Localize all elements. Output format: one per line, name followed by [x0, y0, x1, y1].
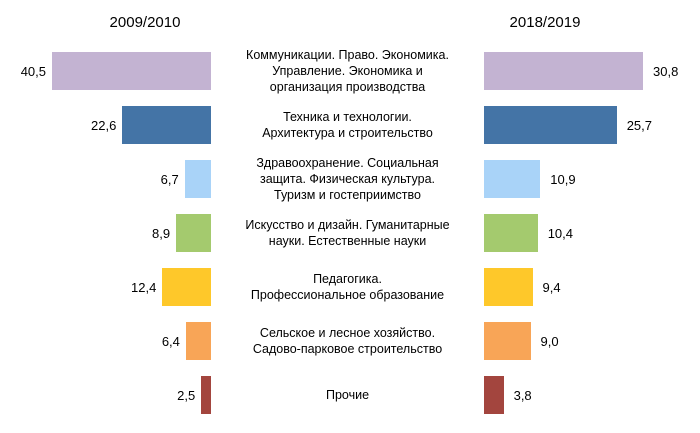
chart-row: 8,9 Искусство и дизайн. Гуманитарные нау…: [0, 206, 700, 260]
bar-left: [52, 52, 211, 90]
value-label-right: 9,0: [540, 333, 559, 349]
bar-left: [122, 106, 211, 144]
left-bar-zone: 6,7: [0, 160, 211, 198]
left-bar-zone: 22,6: [0, 106, 211, 144]
value-label-right: 30,8: [653, 63, 679, 79]
right-bar-zone: 9,4: [484, 268, 700, 306]
value-label-left: 8,9: [152, 225, 171, 241]
category-label: Искусство и дизайн. Гуманитарные науки. …: [245, 217, 450, 248]
right-bar-zone: 10,4: [484, 214, 700, 252]
value-label-left: 6,7: [160, 171, 179, 187]
bar-right: [484, 52, 643, 90]
left-bar-zone: 40,5: [0, 52, 211, 90]
bar-right: [484, 160, 541, 198]
category-label: Здравоохранение. Социальная защита. Физи…: [256, 155, 439, 203]
right-bar-zone: 25,7: [484, 106, 700, 144]
column-header-2009-2010: 2009/2010: [109, 14, 181, 31]
category-label: Педагогика. Профессиональное образование: [250, 271, 445, 302]
chart-row: 40,5 Коммуникации. Право. Экономика. Упр…: [0, 44, 700, 98]
left-bar-zone: 6,4: [0, 322, 211, 360]
category-label: Коммуникации. Право. Экономика. Управлен…: [246, 47, 449, 95]
left-bar-zone: 2,5: [0, 376, 211, 414]
value-label-right: 3,8: [513, 387, 532, 403]
bar-right: [484, 268, 533, 306]
value-label-right: 10,4: [547, 225, 573, 241]
left-bar-zone: 8,9: [0, 214, 211, 252]
right-bar-zone: 30,8: [484, 52, 700, 90]
chart-row: 6,4 Сельское и лесное хозяйство. Садово-…: [0, 314, 700, 368]
bar-right: [484, 376, 504, 414]
value-label-left: 22,6: [91, 117, 117, 133]
chart-row: 22,6 Техника и технологии. Архитектура и…: [0, 98, 700, 152]
column-header-2018-2019: 2018/2019: [509, 14, 581, 31]
chart-row: 2,5 Прочие 3,8: [0, 368, 700, 422]
right-bar-zone: 3,8: [484, 376, 700, 414]
bar-left: [162, 268, 211, 306]
value-label-right: 10,9: [550, 171, 576, 187]
chart-row: 6,7 Здравоохранение. Социальная защита. …: [0, 152, 700, 206]
bar-left: [184, 160, 211, 198]
bar-left: [185, 322, 211, 360]
bar-left: [201, 376, 211, 414]
right-bar-zone: 9,0: [484, 322, 700, 360]
right-bar-zone: 10,9: [484, 160, 700, 198]
value-label-right: 25,7: [626, 117, 652, 133]
bar-right: [484, 322, 531, 360]
left-bar-zone: 12,4: [0, 268, 211, 306]
category-label: Сельское и лесное хозяйство. Садово-парк…: [252, 325, 443, 356]
value-label-right: 9,4: [542, 279, 561, 295]
bar-right: [484, 214, 538, 252]
bar-right: [484, 106, 617, 144]
value-label-left: 6,4: [161, 333, 180, 349]
chart-row: 12,4 Педагогика. Профессиональное образо…: [0, 260, 700, 314]
bar-left: [176, 214, 211, 252]
category-label: Прочие: [325, 387, 370, 402]
chart-rows: 40,5 Коммуникации. Право. Экономика. Упр…: [0, 44, 700, 422]
category-label: Техника и технологии. Архитектура и стро…: [262, 109, 433, 140]
value-label-left: 12,4: [131, 279, 157, 295]
value-label-left: 2,5: [177, 387, 196, 403]
value-label-left: 40,5: [20, 63, 46, 79]
